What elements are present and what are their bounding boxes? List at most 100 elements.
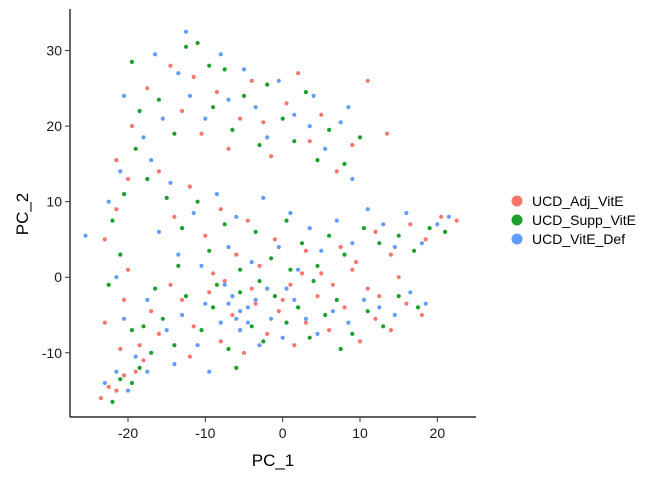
data-point	[203, 116, 208, 121]
plot-area	[83, 29, 459, 404]
data-point	[253, 297, 258, 302]
data-point	[292, 343, 297, 348]
data-point	[354, 260, 359, 265]
data-point	[129, 59, 134, 64]
data-point	[114, 369, 119, 374]
data-point	[214, 90, 219, 95]
data-point	[122, 192, 127, 197]
data-point	[404, 210, 409, 216]
data-point	[365, 78, 370, 83]
data-point	[183, 44, 189, 49]
data-point	[365, 309, 370, 314]
x-tick-label: -10	[195, 425, 215, 441]
data-point	[288, 267, 293, 272]
data-point	[226, 346, 231, 352]
data-point	[388, 328, 393, 333]
data-point	[199, 131, 204, 136]
data-point	[106, 282, 111, 287]
data-point	[249, 78, 254, 83]
legend-label: UCD_Adj_VitE	[532, 193, 624, 209]
data-point	[276, 244, 281, 250]
data-point	[83, 233, 88, 238]
data-point	[160, 116, 165, 121]
legend-swatch	[511, 233, 523, 245]
y-tick-label: 20	[46, 118, 62, 134]
data-point	[334, 218, 339, 223]
data-point	[203, 301, 208, 306]
data-point	[330, 282, 335, 287]
data-point	[288, 282, 293, 287]
data-point	[404, 301, 409, 306]
data-point	[207, 248, 212, 253]
data-point	[106, 384, 111, 389]
data-point	[307, 335, 312, 340]
data-point	[187, 93, 192, 98]
data-point	[315, 331, 320, 336]
data-point	[307, 124, 312, 129]
data-point	[141, 135, 146, 140]
data-point	[145, 86, 150, 91]
data-point	[110, 399, 115, 404]
data-point	[191, 74, 196, 80]
data-point	[110, 218, 115, 223]
data-point	[334, 297, 339, 302]
data-point	[195, 40, 200, 46]
data-point	[102, 320, 107, 325]
data-point	[330, 309, 335, 314]
data-point	[133, 146, 138, 151]
data-point	[122, 297, 127, 302]
data-point	[284, 286, 289, 291]
legend-swatch	[511, 214, 523, 226]
data-point	[114, 388, 119, 393]
data-point	[145, 369, 150, 374]
data-point	[234, 214, 239, 219]
data-point	[315, 263, 320, 268]
data-point	[269, 154, 274, 159]
data-point	[284, 218, 289, 223]
data-point	[415, 305, 421, 310]
data-point	[211, 271, 216, 276]
data-point	[203, 233, 208, 238]
data-point	[307, 226, 312, 231]
data-point	[288, 210, 293, 216]
legend: UCD_Adj_VitE UCD_Supp_VitE UCD_VitE_Def	[511, 193, 636, 247]
data-point	[388, 252, 393, 257]
data-point	[145, 297, 150, 302]
data-point	[249, 324, 254, 329]
data-point	[261, 339, 266, 344]
data-point	[296, 267, 301, 272]
data-point	[272, 294, 277, 299]
y-tick-label: -10	[42, 345, 62, 361]
data-point	[180, 226, 185, 231]
data-point	[381, 324, 386, 329]
data-point	[187, 184, 192, 189]
data-point	[183, 294, 189, 299]
data-point	[253, 229, 258, 234]
data-point	[218, 339, 223, 344]
data-point	[114, 207, 119, 212]
data-point	[377, 241, 382, 246]
data-point	[172, 343, 177, 348]
y-axis-title: PC_2	[13, 193, 32, 236]
data-point	[307, 139, 312, 144]
data-point	[133, 354, 138, 359]
data-point	[234, 316, 239, 321]
data-point	[408, 290, 413, 295]
data-point	[168, 282, 173, 287]
data-point	[280, 335, 285, 340]
data-point	[214, 192, 219, 197]
data-point	[164, 195, 169, 200]
data-point	[195, 199, 200, 204]
data-point	[396, 233, 401, 238]
data-point	[125, 176, 131, 182]
data-point	[149, 350, 154, 355]
data-point	[172, 362, 177, 367]
data-point	[292, 112, 297, 117]
data-point	[141, 358, 146, 363]
data-point	[245, 320, 250, 325]
data-point	[299, 271, 305, 276]
data-point	[346, 105, 351, 110]
data-point	[350, 176, 355, 182]
data-point	[207, 290, 212, 295]
